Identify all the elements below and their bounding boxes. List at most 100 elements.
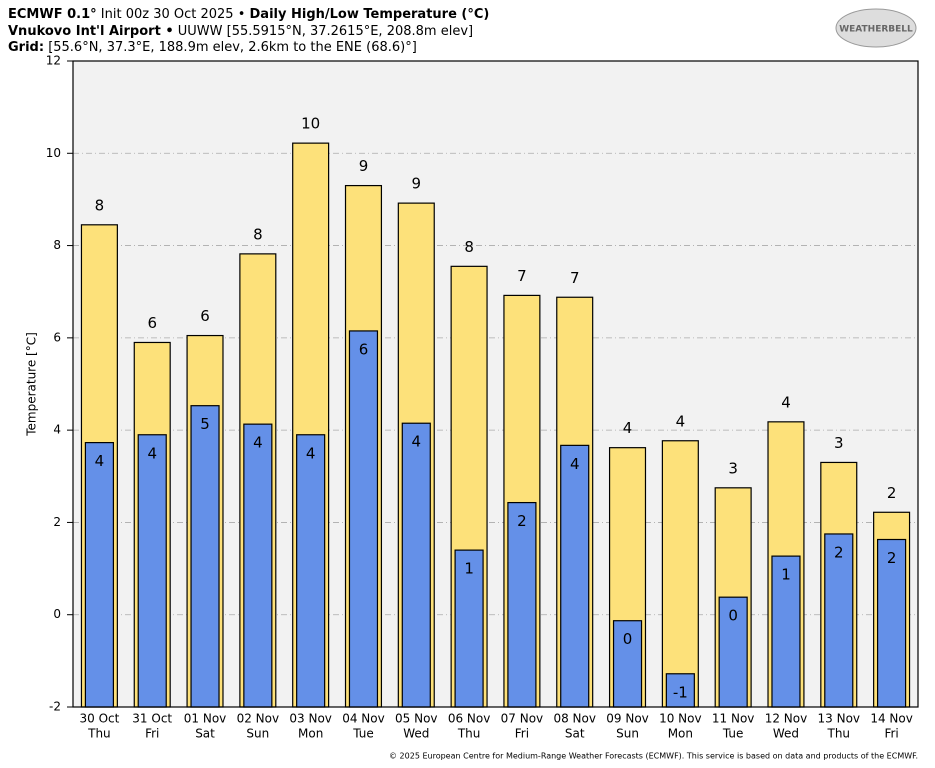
low-value-label: -1 <box>673 683 688 701</box>
high-value-label: 8 <box>253 225 263 243</box>
x-tick-label: 31 Oct <box>132 712 172 726</box>
title-part: ECMWF 0.1° <box>8 7 97 22</box>
high-value-label: 4 <box>781 393 791 411</box>
y-tick-label: 8 <box>53 238 61 252</box>
credit: © 2025 European Centre for Medium-Range … <box>389 752 918 761</box>
title-part: Init 00z 30 Oct 2025 • <box>101 7 246 22</box>
x-tick-sublabel: Fri <box>515 727 529 741</box>
x-tick-sublabel: Sun <box>616 727 639 741</box>
x-tick-label: 12 Nov <box>765 712 808 726</box>
low-bar <box>771 555 801 708</box>
x-tick-label: 30 Oct <box>79 712 119 726</box>
x-tick-label: 14 Nov <box>870 712 913 726</box>
low-bar <box>84 442 115 708</box>
high-value-label: 4 <box>623 419 633 437</box>
high-value-label: 6 <box>200 307 210 325</box>
low-value-label: 4 <box>147 444 157 462</box>
logo: WEATHERBELL <box>839 25 913 35</box>
subtitle: Vnukovo Int'l Airport • UUWW [55.5915°N,… <box>8 24 473 39</box>
low-value-label: 4 <box>570 455 580 473</box>
x-tick-sublabel: Tue <box>352 727 374 741</box>
x-tick-sublabel: Wed <box>403 727 429 741</box>
high-value-label: 9 <box>359 157 369 175</box>
low-bar <box>824 533 854 708</box>
low-value-label: 6 <box>359 340 369 358</box>
low-value-label: 4 <box>253 434 263 452</box>
logo-badge <box>835 8 917 48</box>
low-bar <box>665 673 695 708</box>
low-value-label: 1 <box>464 560 474 578</box>
x-tick-label: 01 Nov <box>184 712 227 726</box>
high-value-label: 3 <box>834 434 844 452</box>
low-value-label: 4 <box>95 452 105 470</box>
x-tick-label: 10 Nov <box>659 712 702 726</box>
low-value-label: 0 <box>623 630 633 648</box>
y-tick-label: 12 <box>46 54 61 68</box>
x-tick-sublabel: Fri <box>145 727 159 741</box>
low-bar <box>718 596 748 708</box>
x-tick-label: 13 Nov <box>818 712 861 726</box>
low-bar <box>612 620 643 708</box>
high-value-label: 8 <box>464 238 474 256</box>
x-tick-sublabel: Sat <box>565 727 585 741</box>
x-tick-sublabel: Mon <box>668 727 693 741</box>
grid-info-part: Grid: <box>8 40 44 55</box>
chart-title: ECMWF 0.1° Init 00z 30 Oct 2025 • Daily … <box>8 7 489 22</box>
high-value-label: 7 <box>517 267 527 285</box>
y-axis-label: Temperature [°C] <box>25 332 39 437</box>
x-tick-sublabel: Sat <box>195 727 215 741</box>
y-tick-label: 4 <box>53 423 61 437</box>
x-tick-label: 08 Nov <box>553 712 596 726</box>
x-tick-sublabel: Tue <box>722 727 744 741</box>
x-tick-sublabel: Fri <box>884 727 898 741</box>
x-tick-sublabel: Mon <box>298 727 323 741</box>
high-bar <box>661 440 699 708</box>
x-tick-sublabel: Thu <box>827 727 851 741</box>
x-tick-sublabel: Thu <box>457 727 481 741</box>
y-tick-label: 0 <box>53 607 61 621</box>
x-tick-label: 09 Nov <box>606 712 649 726</box>
title-part: Daily High/Low Temperature (°C) <box>250 7 490 22</box>
x-tick-label: 04 Nov <box>342 712 385 726</box>
high-value-label: 6 <box>147 314 157 332</box>
grid-info: Grid: [55.6°N, 37.3°E, 188.9m elev, 2.6k… <box>8 40 417 55</box>
x-tick-sublabel: Thu <box>87 727 111 741</box>
x-tick-sublabel: Wed <box>773 727 799 741</box>
low-bar <box>560 444 590 708</box>
low-value-label: 4 <box>412 433 422 451</box>
x-tick-label: 05 Nov <box>395 712 438 726</box>
plot-border <box>72 60 919 708</box>
low-value-label: 4 <box>306 444 316 462</box>
low-bar <box>401 422 431 708</box>
x-tick-label: 03 Nov <box>289 712 332 726</box>
low-value-label: 2 <box>887 549 897 567</box>
high-value-label: 2 <box>887 484 897 502</box>
x-tick-sublabel: Sun <box>246 727 269 741</box>
low-bar <box>137 434 167 708</box>
low-bar <box>296 434 326 708</box>
high-value-label: 8 <box>95 196 105 214</box>
grid-info-part: [55.6°N, 37.3°E, 188.9m elev, 2.6km to t… <box>48 40 417 55</box>
y-tick-label: -2 <box>49 700 61 714</box>
low-value-label: 1 <box>781 566 791 584</box>
subtitle-part: Vnukovo Int'l Airport • <box>8 24 174 39</box>
low-bar <box>454 549 484 708</box>
low-bar <box>243 423 273 708</box>
low-value-label: 0 <box>728 607 738 625</box>
high-value-label: 3 <box>728 459 738 477</box>
high-value-label: 10 <box>301 115 320 133</box>
y-tick-label: 10 <box>46 146 61 160</box>
x-tick-label: 11 Nov <box>712 712 755 726</box>
y-tick-label: 6 <box>53 330 61 344</box>
low-bar <box>348 330 379 708</box>
subtitle-part: UUWW [55.5915°N, 37.2615°E, 208.8m elev] <box>178 24 473 39</box>
y-tick-label: 2 <box>53 515 61 529</box>
low-value-label: 5 <box>200 415 210 433</box>
high-value-label: 7 <box>570 269 580 287</box>
x-tick-label: 02 Nov <box>237 712 280 726</box>
low-value-label: 2 <box>517 512 527 530</box>
low-bar <box>190 405 220 708</box>
high-value-label: 4 <box>676 412 686 430</box>
x-tick-label: 07 Nov <box>501 712 544 726</box>
